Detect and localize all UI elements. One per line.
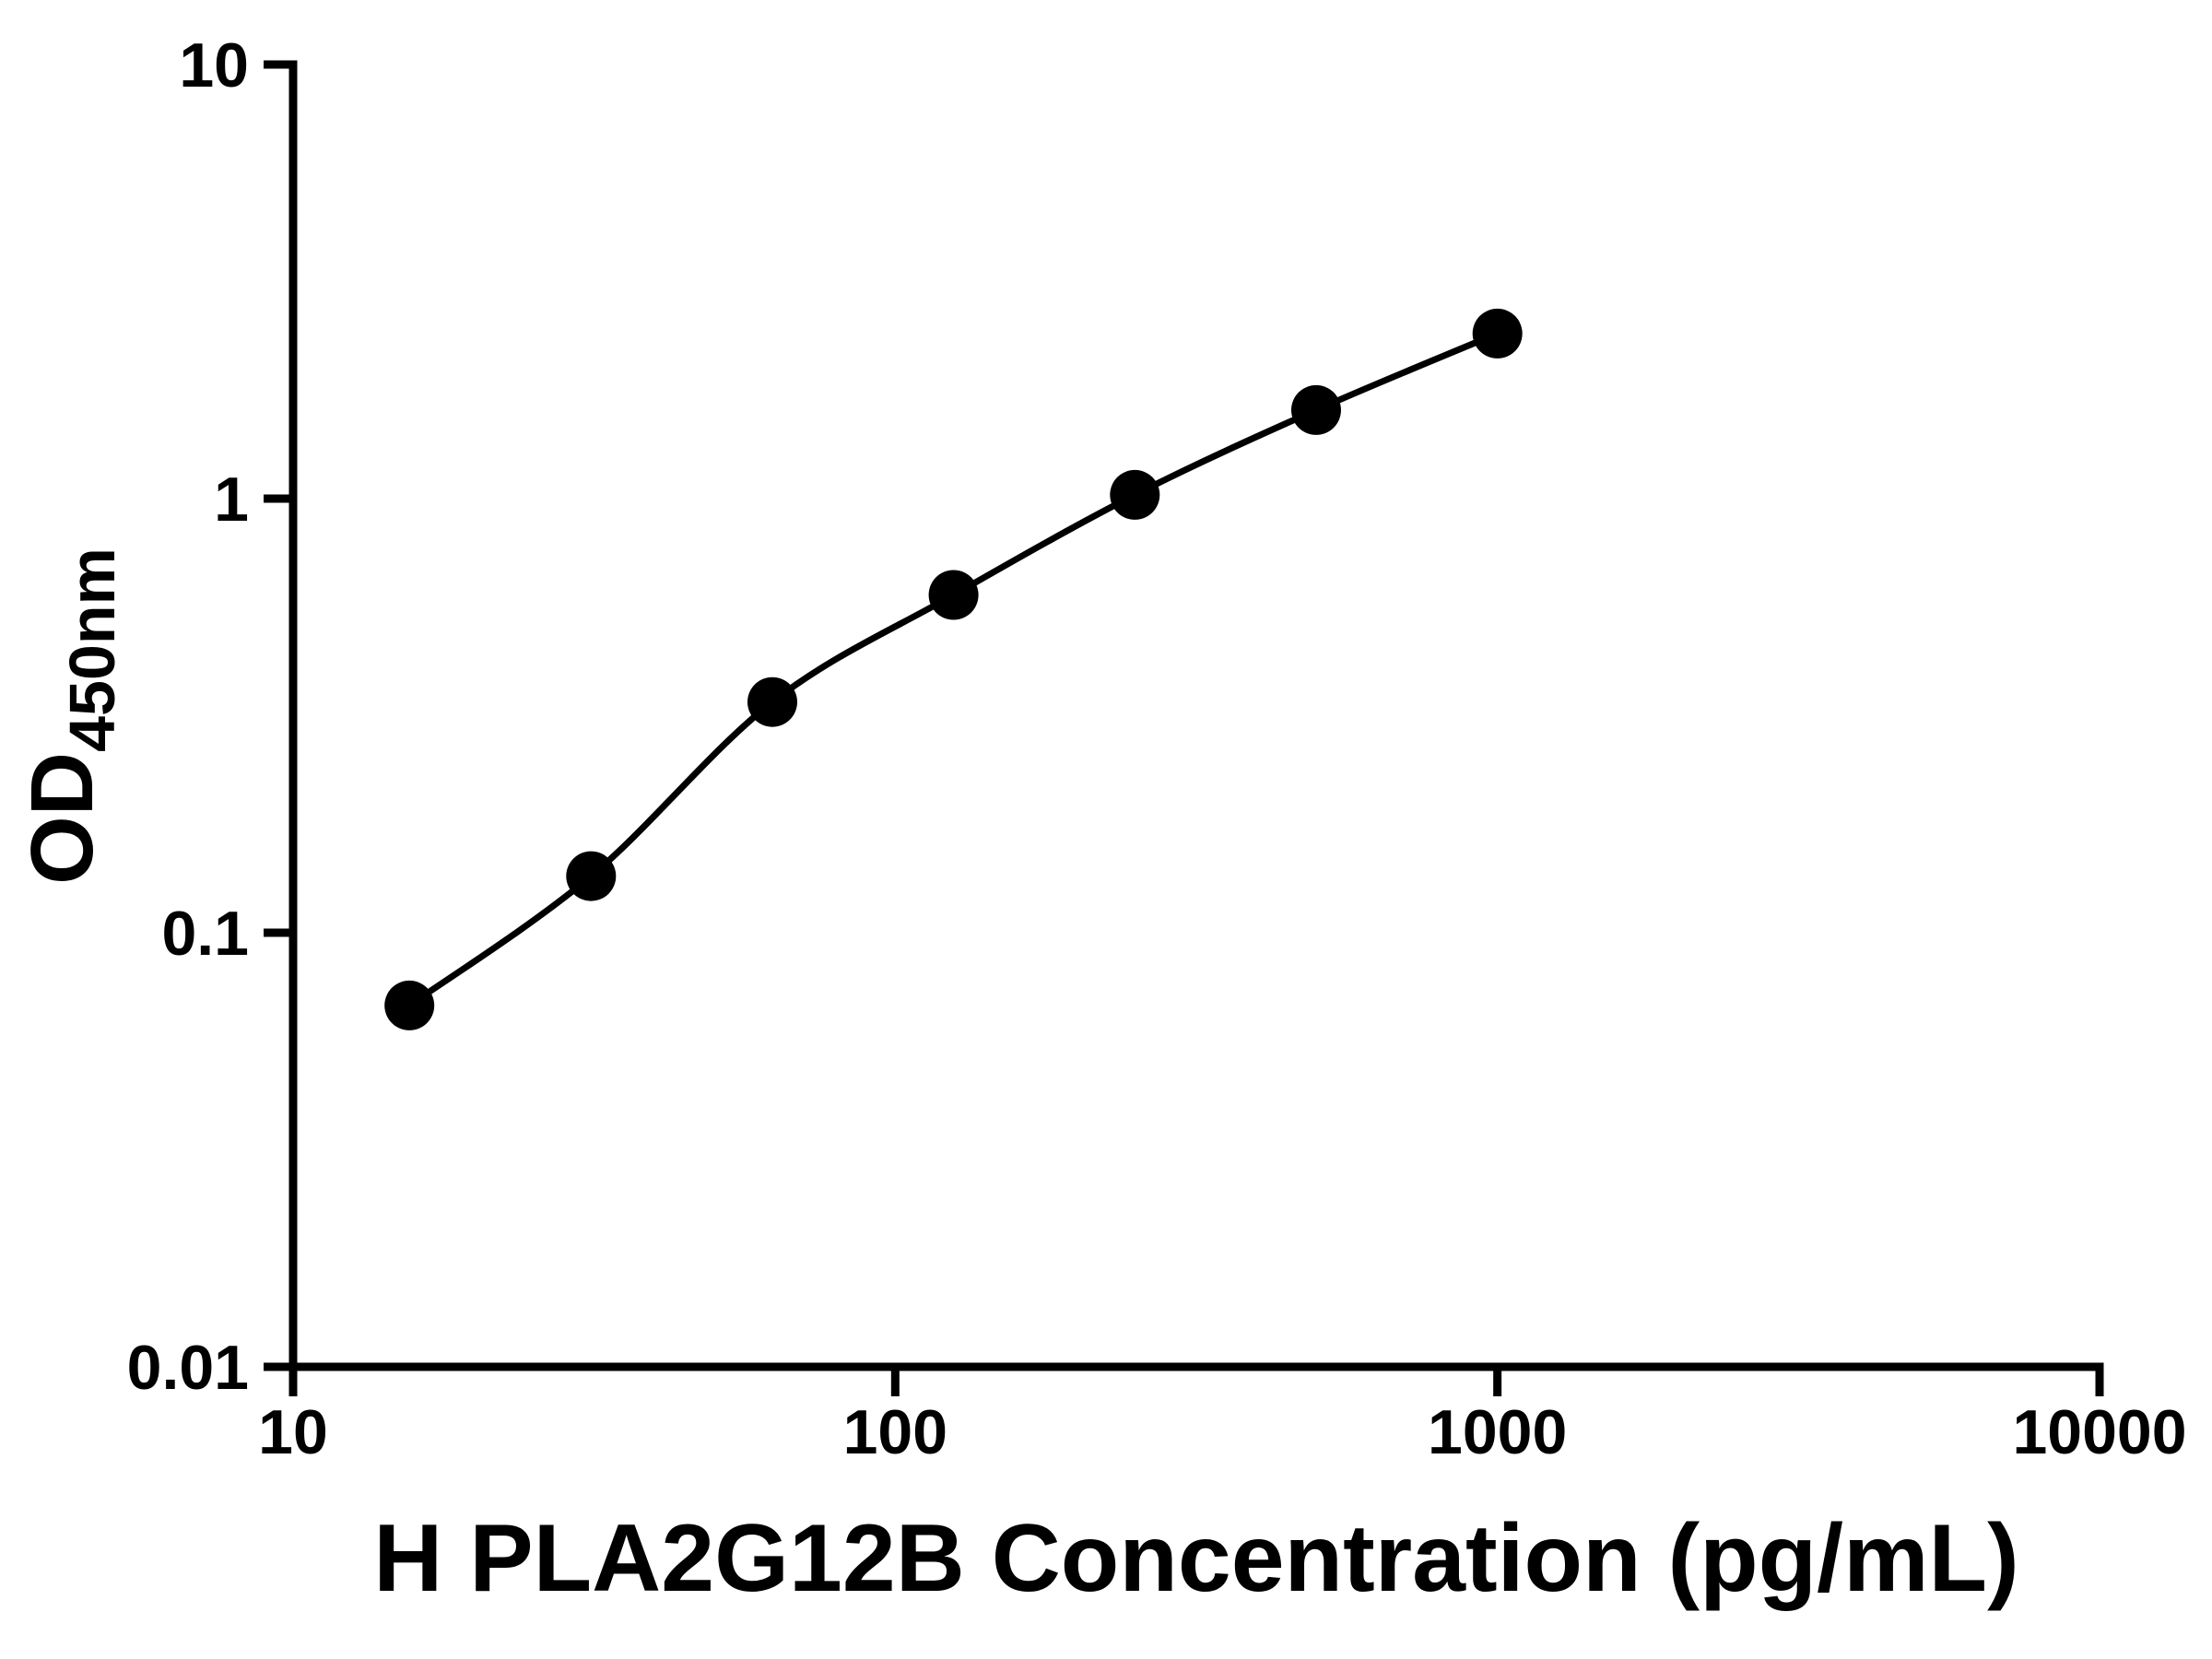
- data-point: [1110, 469, 1160, 520]
- y-axis-title: OD450nm: [13, 547, 128, 885]
- y-tick-label: 10: [179, 30, 249, 100]
- data-point: [747, 677, 797, 727]
- data-point: [1291, 384, 1341, 435]
- data-point: [566, 851, 617, 901]
- y-tick-label: 0.01: [127, 1333, 249, 1403]
- fit-curve: [407, 330, 1500, 1008]
- x-tick-label: 100: [843, 1397, 947, 1467]
- x-tick-label: 10000: [2012, 1397, 2186, 1467]
- x-tick-label: 10: [258, 1397, 328, 1467]
- data-point: [1472, 308, 1523, 359]
- axes-spine: [288, 60, 2104, 1371]
- y-axis-title-sub: 450nm: [56, 547, 128, 752]
- x-tick-label: 1000: [1428, 1397, 1567, 1467]
- y-tick-label: 1: [214, 465, 249, 535]
- y-tick-label: 0.1: [161, 899, 249, 969]
- y-axis-title-main: OD: [13, 752, 112, 885]
- data-point: [928, 570, 979, 620]
- x-axis-title: H PLA2G12B Concentration (pg/mL): [373, 1505, 2018, 1612]
- data-point: [384, 980, 435, 1030]
